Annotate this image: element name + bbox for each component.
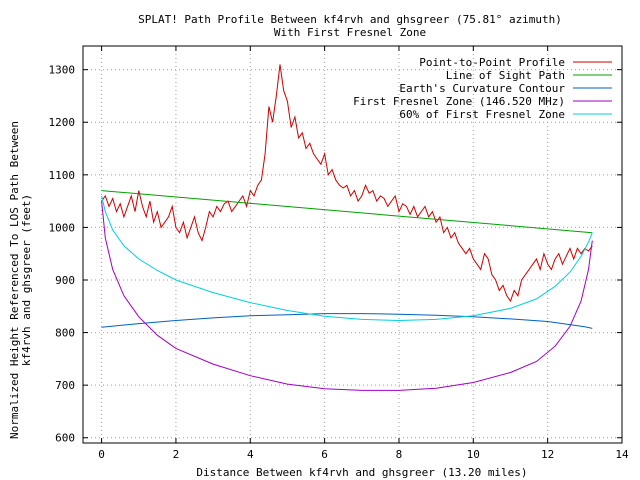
y-tick-label: 1000 <box>49 221 76 234</box>
y-axis-label-line1: Normalized Height Referenced To LOS Path… <box>8 121 21 439</box>
legend-label-3: Earth's Curvature Contour <box>399 82 565 95</box>
series-line-4 <box>101 201 593 391</box>
series-line-1 <box>101 64 593 303</box>
y-tick-label: 1200 <box>49 116 76 129</box>
y-tick-label: 700 <box>55 379 75 392</box>
x-tick-label: 12 <box>541 448 554 461</box>
series-lines <box>101 64 593 391</box>
chart-subtitle: With First Fresnel Zone <box>274 26 426 39</box>
x-tick-label: 6 <box>321 448 328 461</box>
plot-frame <box>82 45 623 444</box>
chart-title: SPLAT! Path Profile Between kf4rvh and g… <box>138 13 562 26</box>
x-tick-label: 0 <box>98 448 105 461</box>
x-tick-label: 2 <box>173 448 180 461</box>
y-tick-label: 900 <box>55 274 75 287</box>
legend-label-2: Line of Sight Path <box>446 69 565 82</box>
series-line-5 <box>101 195 593 322</box>
y-axis-label-line2: kf4rvh and ghsgreer (feet) <box>20 194 33 366</box>
x-axis-label: Distance Between kf4rvh and ghsgreer (13… <box>196 466 527 479</box>
y-tick-label: 600 <box>55 432 75 445</box>
legend-label-1: Point-to-Point Profile <box>419 56 565 69</box>
legend-label-5: 60% of First Fresnel Zone <box>399 108 565 121</box>
y-tick-label: 800 <box>55 327 75 340</box>
y-tick-label: 1100 <box>49 169 76 182</box>
x-tick-label: 4 <box>247 448 254 461</box>
x-tick-label: 10 <box>467 448 480 461</box>
series-line-2 <box>101 190 593 234</box>
x-tick-label: 8 <box>396 448 403 461</box>
series-line-3 <box>101 313 593 329</box>
x-tick-label: 14 <box>615 448 629 461</box>
y-tick-label: 1300 <box>49 64 76 77</box>
legend-label-4: First Fresnel Zone (146.520 MHz) <box>353 95 565 108</box>
tick-labels: 0 2 4 6 8 10 12 14 600 700 800 900 1000 1100 1200 1300 <box>49 46 629 461</box>
